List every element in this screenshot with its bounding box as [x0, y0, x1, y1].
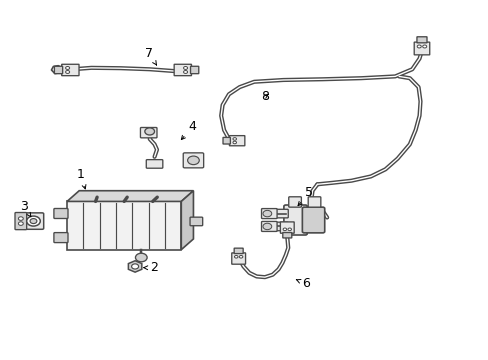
- FancyBboxPatch shape: [54, 66, 62, 74]
- Circle shape: [144, 128, 154, 135]
- FancyBboxPatch shape: [261, 221, 277, 231]
- FancyBboxPatch shape: [282, 233, 291, 238]
- FancyBboxPatch shape: [234, 248, 243, 253]
- Circle shape: [187, 156, 199, 165]
- Circle shape: [183, 71, 187, 73]
- Circle shape: [183, 67, 187, 69]
- Text: 1: 1: [77, 168, 86, 189]
- FancyBboxPatch shape: [54, 208, 68, 219]
- Polygon shape: [128, 261, 142, 272]
- Circle shape: [30, 219, 37, 224]
- Text: 2: 2: [143, 261, 157, 274]
- Text: 5: 5: [298, 186, 313, 206]
- FancyBboxPatch shape: [183, 153, 203, 168]
- Text: 6: 6: [296, 277, 309, 290]
- Circle shape: [232, 141, 236, 144]
- Circle shape: [65, 67, 69, 69]
- Circle shape: [234, 256, 238, 258]
- FancyBboxPatch shape: [307, 197, 320, 207]
- FancyBboxPatch shape: [190, 66, 198, 74]
- FancyBboxPatch shape: [274, 209, 287, 218]
- Circle shape: [65, 71, 69, 73]
- FancyBboxPatch shape: [416, 37, 426, 43]
- FancyBboxPatch shape: [280, 222, 294, 233]
- FancyBboxPatch shape: [140, 127, 157, 138]
- Circle shape: [239, 256, 243, 258]
- Circle shape: [131, 264, 138, 269]
- Polygon shape: [181, 191, 193, 249]
- FancyBboxPatch shape: [190, 217, 202, 226]
- FancyBboxPatch shape: [288, 197, 301, 207]
- FancyBboxPatch shape: [174, 64, 191, 76]
- FancyBboxPatch shape: [146, 159, 163, 168]
- Circle shape: [283, 228, 286, 231]
- Circle shape: [232, 138, 236, 140]
- FancyBboxPatch shape: [413, 42, 429, 55]
- Circle shape: [263, 210, 271, 217]
- FancyBboxPatch shape: [61, 64, 79, 76]
- Circle shape: [422, 45, 426, 48]
- FancyBboxPatch shape: [67, 202, 181, 249]
- Circle shape: [263, 223, 271, 230]
- FancyBboxPatch shape: [274, 222, 287, 231]
- Text: 8: 8: [261, 90, 269, 103]
- Text: 4: 4: [181, 120, 196, 140]
- Polygon shape: [67, 191, 193, 202]
- Circle shape: [19, 217, 23, 220]
- FancyBboxPatch shape: [302, 207, 324, 233]
- Circle shape: [135, 253, 147, 262]
- FancyBboxPatch shape: [284, 205, 306, 235]
- Circle shape: [287, 228, 291, 231]
- FancyBboxPatch shape: [22, 213, 43, 229]
- Text: 3: 3: [20, 201, 31, 217]
- FancyBboxPatch shape: [223, 138, 230, 144]
- FancyBboxPatch shape: [54, 233, 68, 243]
- FancyBboxPatch shape: [229, 136, 244, 146]
- Circle shape: [416, 45, 420, 48]
- FancyBboxPatch shape: [15, 212, 27, 230]
- Text: 7: 7: [144, 47, 156, 65]
- FancyBboxPatch shape: [261, 208, 277, 219]
- FancyBboxPatch shape: [231, 253, 245, 264]
- Circle shape: [19, 222, 23, 225]
- Circle shape: [27, 216, 40, 226]
